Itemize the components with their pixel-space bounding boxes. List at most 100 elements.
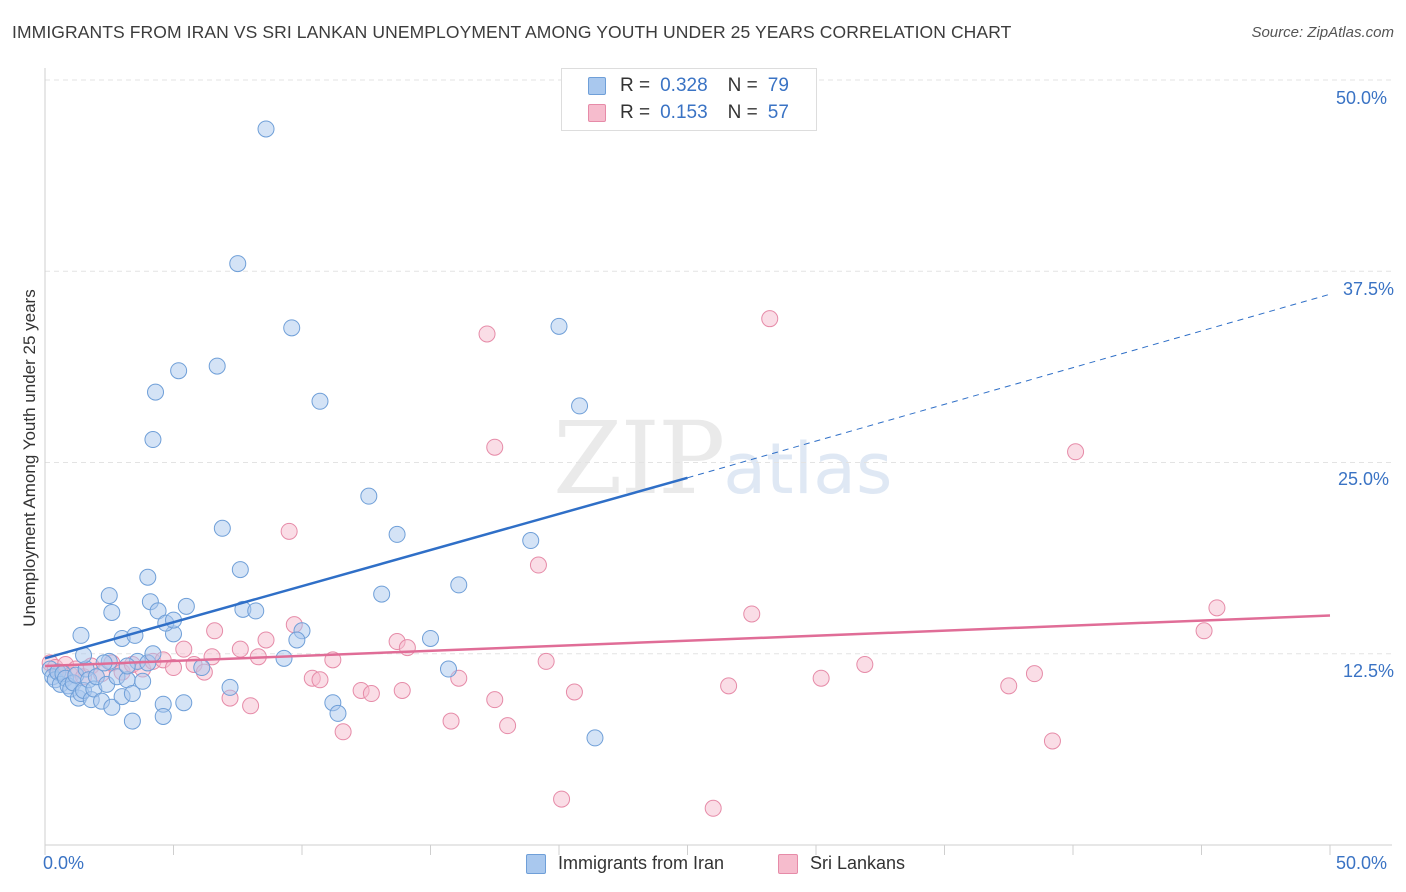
iran-point-30 xyxy=(72,626,90,644)
iran-point-43 xyxy=(139,568,157,586)
iran-n-value: 79 xyxy=(767,75,789,96)
y-axis-title: Unemployment Among Youth under 25 years xyxy=(20,289,39,627)
iran-point-67 xyxy=(522,532,540,550)
srilanka-point-45 xyxy=(553,790,571,808)
y-tick-50: 50.0% xyxy=(1336,88,1388,108)
legend-item-iran: Immigrants from Iran xyxy=(526,853,724,874)
srilanka-swatch xyxy=(588,104,606,122)
iran-swatch xyxy=(588,77,606,95)
y-tick-37-5: 37.5% xyxy=(1343,279,1395,299)
iran-point-64 xyxy=(422,629,439,647)
iran-point-69 xyxy=(571,397,589,415)
srilanka-point-39 xyxy=(478,325,496,343)
iran-point-47 xyxy=(147,383,165,401)
srilanka-point-35 xyxy=(393,681,411,699)
iran-point-48 xyxy=(170,362,188,380)
iran-trend-line xyxy=(44,476,688,660)
iran-point-53 xyxy=(311,392,329,410)
iran-point-68 xyxy=(550,317,568,335)
iran-point-35 xyxy=(103,603,121,621)
iran-point-46 xyxy=(144,431,162,449)
srilanka-point-49 xyxy=(743,605,761,623)
srilanka-point-25 xyxy=(257,631,275,649)
srilanka-point-31 xyxy=(334,723,352,741)
legend-srilanka-swatch xyxy=(778,853,798,874)
srilanka-point-44 xyxy=(537,652,555,670)
iran-point-75 xyxy=(123,712,141,730)
srilanka-point-40 xyxy=(486,438,504,456)
iran-point-50 xyxy=(229,255,247,273)
y-tick-25: 25.0% xyxy=(1338,469,1390,489)
srilanka-r-value: 0.153 xyxy=(660,102,708,123)
iran-point-34 xyxy=(100,587,118,605)
trend-lines xyxy=(44,293,1331,668)
y-tick-12-5: 12.5% xyxy=(1343,661,1395,681)
iran-point-73 xyxy=(193,659,211,677)
srilanka-trend-line xyxy=(44,614,1331,668)
srilanka-point-46 xyxy=(565,683,583,701)
iran-point-25 xyxy=(123,685,141,703)
iran-point-72 xyxy=(175,694,193,712)
srilanka-point-48 xyxy=(720,677,738,695)
srilanka-r-label: R = xyxy=(620,102,651,123)
srilanka-point-42 xyxy=(499,717,517,735)
x-tick-50: 50.0% xyxy=(1336,853,1388,873)
iran-point-61 xyxy=(360,487,378,505)
iran-point-27 xyxy=(134,672,152,690)
legend-row-srilanka: R = 0.153 N = 57 xyxy=(588,101,789,125)
iran-point-51 xyxy=(257,120,275,138)
iran-points xyxy=(41,120,604,747)
iran-r-label: R = xyxy=(620,75,651,96)
axes xyxy=(44,68,1392,855)
iran-point-55 xyxy=(231,561,249,579)
correlation-legend: R = 0.328 N = 79 R = 0.153 N = 57 xyxy=(561,68,817,131)
srilanka-point-22 xyxy=(231,640,249,658)
legend-iran-label: Immigrants from Iran xyxy=(558,853,725,873)
iran-point-76 xyxy=(154,707,172,725)
iran-point-63 xyxy=(388,525,406,543)
srilanka-point-51 xyxy=(812,669,830,687)
iran-point-60 xyxy=(275,649,293,667)
iran-point-29 xyxy=(144,645,162,663)
watermark: ZIPatlas xyxy=(553,400,892,517)
srilanka-point-57 xyxy=(1195,622,1213,640)
srilanka-point-55 xyxy=(1043,732,1061,750)
iran-point-66 xyxy=(450,576,468,594)
iran-point-38 xyxy=(149,602,167,620)
srilanka-point-47 xyxy=(704,799,722,817)
iran-point-21 xyxy=(103,698,121,716)
iran-point-40 xyxy=(118,657,136,675)
srilanka-point-43 xyxy=(529,556,547,574)
x-tick-0: 0.0% xyxy=(43,853,85,873)
srilanka-point-26 xyxy=(280,522,298,540)
chart-title: IMMIGRANTS FROM IRAN VS SRI LANKAN UNEMP… xyxy=(12,22,1012,42)
srilanka-point-54 xyxy=(1025,665,1043,683)
watermark-atlas: atlas xyxy=(723,428,893,510)
iran-point-59 xyxy=(288,631,306,649)
source-credit: Source: ZipAtlas.com xyxy=(1251,24,1394,41)
iran-point-70 xyxy=(586,729,604,747)
srilanka-point-23 xyxy=(242,697,260,715)
srilanka-point-36 xyxy=(398,639,416,657)
srilanka-point-50 xyxy=(761,310,779,328)
srilanka-point-56 xyxy=(1067,443,1085,461)
iran-point-71 xyxy=(221,678,239,696)
legend-item-srilanka: Sri Lankans xyxy=(778,853,905,874)
srilanka-point-58 xyxy=(1208,599,1226,617)
srilanka-point-53 xyxy=(1000,677,1018,695)
iran-point-49 xyxy=(208,357,226,375)
srilanka-point-41 xyxy=(486,691,504,709)
iran-point-78 xyxy=(329,704,347,722)
srilanka-point-37 xyxy=(442,712,460,730)
iran-point-62 xyxy=(373,585,391,603)
legend-srilanka-label: Sri Lankans xyxy=(810,853,906,873)
iran-trend-extension xyxy=(687,293,1331,479)
srilanka-n-label: N = xyxy=(727,102,758,123)
iran-point-52 xyxy=(283,319,301,337)
srilanka-point-33 xyxy=(362,685,380,703)
srilanka-n-value: 57 xyxy=(767,102,789,123)
iran-point-54 xyxy=(213,519,231,537)
iran-n-label: N = xyxy=(727,75,758,96)
iran-point-45 xyxy=(177,597,195,615)
